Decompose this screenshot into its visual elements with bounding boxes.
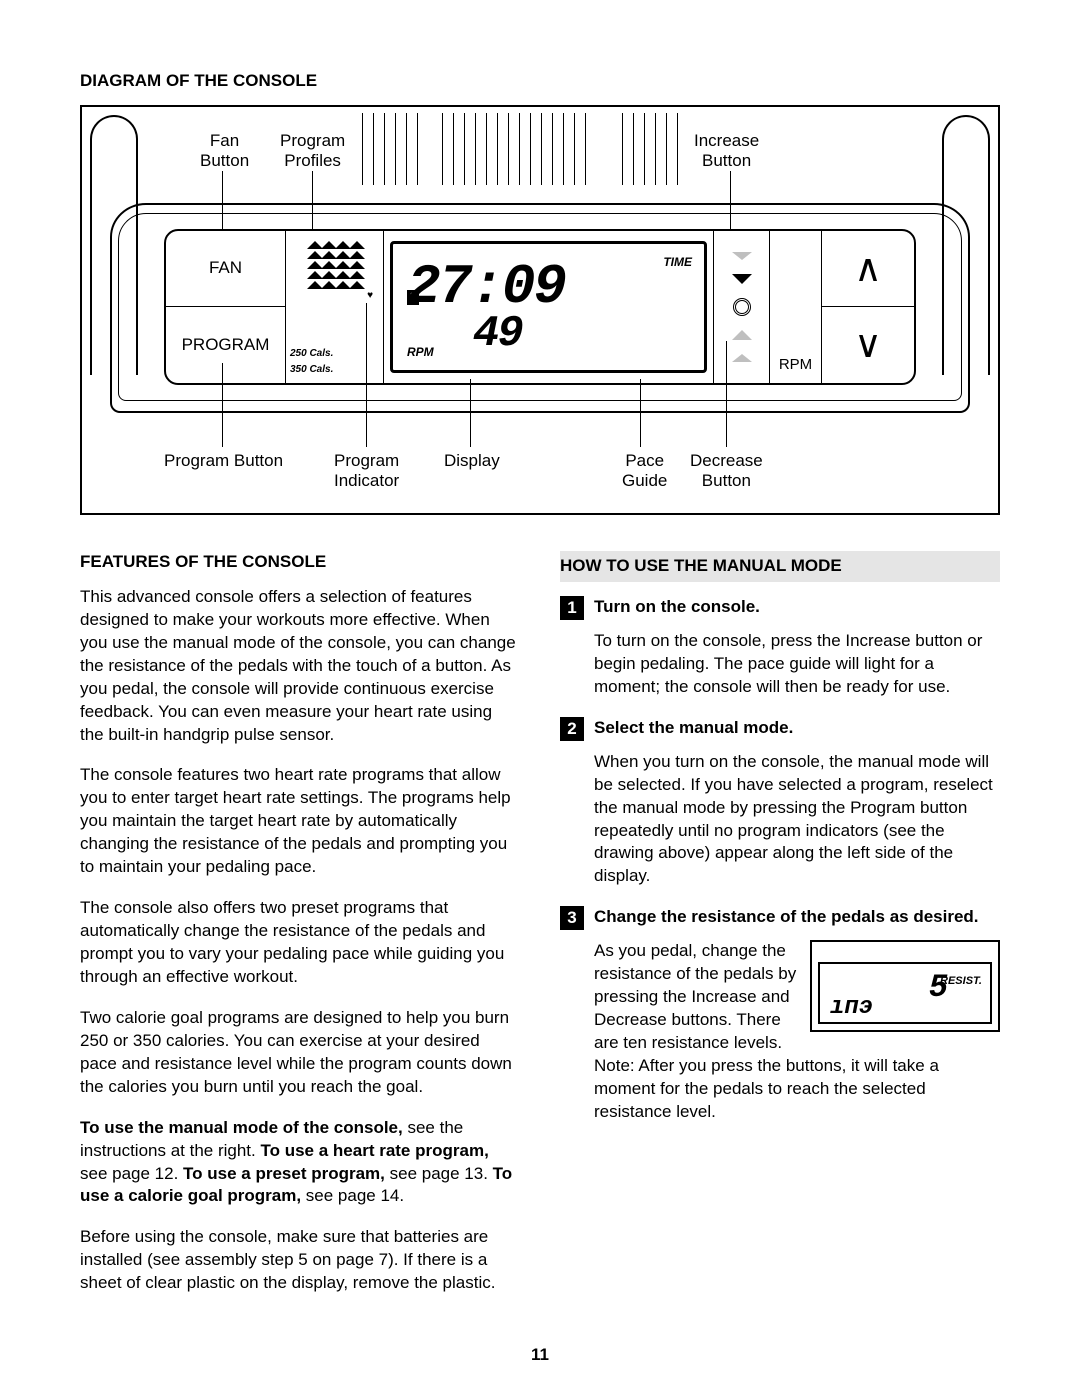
label-increase-button: Increase Button (694, 131, 759, 172)
pace-guide (714, 231, 770, 383)
left-column: FEATURES OF THE CONSOLE This advanced co… (80, 551, 520, 1313)
pace-icon (732, 252, 752, 260)
step-3-body: 5 RESIST. ıпэ As you pedal, change the r… (594, 940, 1000, 1124)
step-3-title: Change the resistance of the pedals as d… (594, 906, 979, 930)
label-program-profiles: Program Profiles (280, 131, 345, 172)
chevron-down-icon: ∨ (854, 326, 882, 364)
p5-t2: see page 12. (80, 1164, 183, 1183)
step-1-num: 1 (560, 596, 584, 620)
label-decrease-button: Decrease Button (690, 451, 763, 492)
decrease-button[interactable]: ∨ (822, 306, 914, 383)
console-panel: FAN PROGRAM ♥ 250 Cals. 350 Cals. 3 T (164, 229, 916, 385)
p5-b3: To use a preset program, (183, 1164, 385, 1183)
grille-left (362, 113, 418, 185)
right-column: HOW TO USE THE MANUAL MODE 1 Turn on the… (560, 551, 1000, 1313)
chevron-up-icon: ∧ (854, 250, 882, 288)
program-button[interactable]: PROGRAM (166, 306, 285, 383)
console-diagram: Fan Button Program Profiles Increase But… (80, 105, 1000, 515)
p5-t4: see page 14. (301, 1186, 404, 1205)
grille-mid (442, 113, 586, 185)
pace-icon (732, 354, 752, 362)
p5-b1: To use the manual mode of the console, (80, 1118, 403, 1137)
callout-line (470, 379, 471, 447)
increase-button[interactable]: ∧ (822, 231, 914, 307)
step-3: 3 Change the resistance of the pedals as… (560, 906, 1000, 930)
features-p5: To use the manual mode of the console, s… (80, 1117, 520, 1209)
callout-line (640, 379, 641, 447)
step-2-title: Select the manual mode. (594, 717, 793, 741)
label-display: Display (444, 451, 500, 471)
label-program-button: Program Button (164, 451, 283, 471)
step-2: 2 Select the manual mode. (560, 717, 1000, 741)
label-fan-button: Fan Button (200, 131, 249, 172)
label-pace-guide: Pace Guide (622, 451, 667, 492)
step-3-num: 3 (560, 906, 584, 930)
p5-b2: To use a heart rate program, (260, 1141, 488, 1160)
label-time: TIME (663, 254, 692, 270)
mini-resist-label: RESIST. (940, 974, 982, 989)
pace-icon (732, 274, 752, 284)
step-1: 1 Turn on the console. (560, 596, 1000, 620)
program-profiles: ♥ 250 Cals. 350 Cals. (286, 231, 384, 383)
callout-line (222, 363, 223, 447)
label-rpm-small: RPM (407, 344, 434, 360)
left-section: FAN PROGRAM (166, 231, 286, 383)
right-section: ∧ ∨ (822, 231, 914, 383)
features-p4: Two calorie goal programs are designed t… (80, 1007, 520, 1099)
features-p3: The console also offers two preset progr… (80, 897, 520, 989)
heading-features: FEATURES OF THE CONSOLE (80, 551, 520, 574)
pace-icon (732, 330, 752, 340)
rpm-label: RPM (770, 231, 822, 383)
step-1-title: Turn on the console. (594, 596, 760, 620)
target-icon (733, 298, 751, 316)
step-2-body: When you turn on the console, the manual… (594, 751, 1000, 889)
lcd-frame: 3 TIME 27:09 RPM 49 (390, 241, 707, 373)
heading-diagram: DIAGRAM OF THE CONSOLE (80, 70, 1000, 93)
step-1-body: To turn on the console, press the Increa… (594, 630, 1000, 699)
mini-display: 5 RESIST. ıпэ (810, 940, 1000, 1032)
grille-right (622, 113, 678, 185)
fan-button[interactable]: FAN (166, 231, 285, 307)
profiles-icon (296, 241, 373, 313)
callout-line (726, 341, 727, 447)
p5-t3: see page 13. (385, 1164, 493, 1183)
features-p1: This advanced console offers a selection… (80, 586, 520, 747)
callout-line (366, 303, 367, 447)
heading-manual-mode: HOW TO USE THE MANUAL MODE (560, 551, 1000, 582)
mid-section: ♥ 250 Cals. 350 Cals. 3 TIME 27:09 RPM 4… (286, 231, 714, 383)
heart-icon: ♥ (367, 289, 373, 303)
features-p6: Before using the console, make sure that… (80, 1226, 520, 1295)
page-number: 11 (0, 1344, 1080, 1367)
step-2-num: 2 (560, 717, 584, 741)
lcd-display: 3 TIME 27:09 RPM 49 (384, 231, 713, 383)
lcd-rpm-value: 49 (473, 305, 522, 364)
mini-frame: 5 RESIST. ıпэ (818, 962, 992, 1024)
mini-bottom-value: ıпэ (830, 992, 873, 1024)
features-p2: The console features two heart rate prog… (80, 764, 520, 879)
label-program-indicator: Program Indicator (334, 451, 399, 492)
